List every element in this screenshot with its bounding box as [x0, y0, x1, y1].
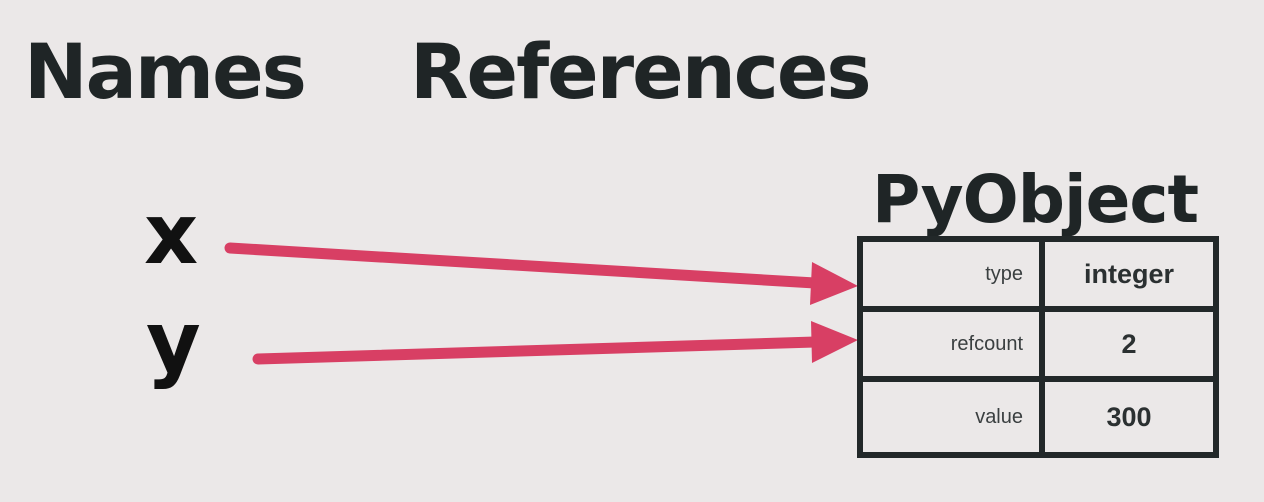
pyobject-title: PyObject — [872, 161, 1199, 238]
arrow-y-to-object — [252, 321, 858, 365]
pyobject-table: type integer refcount 2 value 300 — [857, 236, 1219, 458]
type-value: integer — [1045, 242, 1213, 312]
refcount-label: refcount — [863, 312, 1045, 382]
arrow-x-to-object — [224, 242, 858, 305]
type-label: type — [863, 242, 1045, 312]
value-value: 300 — [1106, 401, 1152, 432]
refcount-value: 2 — [1045, 312, 1213, 382]
references-heading: References — [410, 27, 872, 116]
variable-x-label: x — [144, 185, 199, 283]
value-label: value — [863, 382, 1045, 452]
variable-y-label: y — [146, 293, 201, 391]
names-heading: Names — [24, 27, 307, 116]
